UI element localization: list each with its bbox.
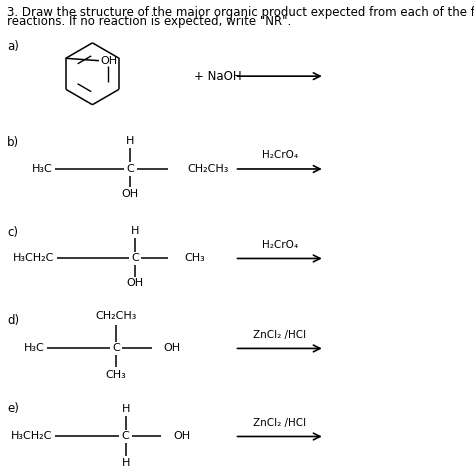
Text: C: C — [112, 343, 120, 354]
Text: CH₃: CH₃ — [106, 369, 127, 380]
Text: H₃CH₂C: H₃CH₂C — [11, 431, 52, 442]
Text: OH: OH — [164, 343, 181, 354]
Text: + NaOH: + NaOH — [194, 69, 242, 83]
Text: CH₂CH₃: CH₂CH₃ — [187, 164, 228, 174]
Text: reactions. If no reaction is expected, write "NR".: reactions. If no reaction is expected, w… — [7, 15, 292, 28]
Text: ZnCl₂ /HCl: ZnCl₂ /HCl — [253, 418, 306, 428]
Text: a): a) — [7, 40, 19, 53]
Text: 3. Draw the structure of the major organic product expected from each of the fol: 3. Draw the structure of the major organ… — [7, 6, 474, 19]
Text: b): b) — [7, 136, 19, 149]
Text: OH: OH — [127, 278, 144, 288]
Text: c): c) — [7, 226, 18, 239]
Text: OH: OH — [173, 431, 190, 442]
Text: OH: OH — [122, 188, 139, 199]
Text: CH₂CH₃: CH₂CH₃ — [95, 311, 137, 321]
Text: OH: OH — [101, 56, 118, 66]
Text: H₃C: H₃C — [24, 343, 45, 354]
Text: H: H — [121, 404, 130, 414]
Text: CH₃: CH₃ — [185, 253, 206, 264]
Text: C: C — [131, 253, 139, 264]
Text: H: H — [131, 226, 139, 236]
Text: d): d) — [7, 314, 19, 327]
Text: H₃C: H₃C — [31, 164, 52, 174]
Text: H₃CH₂C: H₃CH₂C — [13, 253, 55, 264]
Text: H₂CrO₄: H₂CrO₄ — [262, 240, 298, 250]
Text: H: H — [126, 136, 135, 147]
Text: H₂CrO₄: H₂CrO₄ — [262, 150, 298, 160]
Text: C: C — [122, 431, 129, 442]
Text: C: C — [127, 164, 134, 174]
Text: e): e) — [7, 402, 19, 415]
Text: H: H — [121, 457, 130, 468]
Text: ZnCl₂ /HCl: ZnCl₂ /HCl — [253, 330, 306, 340]
